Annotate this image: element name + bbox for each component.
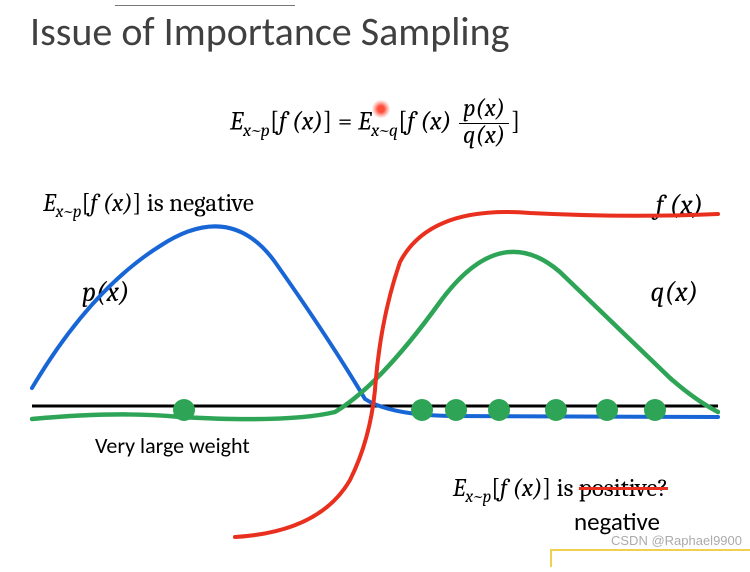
slide: Issue of Importance Sampling Ex~p[f (x)]… [0,0,750,572]
sample-dot [596,399,618,421]
lbl2-fx: f (x) [500,474,542,503]
eq-E1: E [230,107,243,137]
eq-bo1: [ [270,107,279,137]
slide-title: Issue of Importance Sampling [30,10,720,54]
lbl2-is: is [551,474,579,503]
lbl2-bc: ] [542,474,551,503]
laser-pointer-icon [372,100,390,118]
eq-sub-p: x~p [243,120,270,141]
sample-dot [173,399,195,421]
sample-dot [488,399,510,421]
eq-eq: = [332,107,358,137]
lbl2-bo: [ [491,474,500,503]
eq-bc1: ] [323,107,332,137]
eq-frac-num: p(x) [459,97,509,124]
eq-bc2: ] [511,107,520,137]
eq-frac-den: q(x) [459,124,509,150]
watermark: CSDN @Raphael9900 [611,533,742,548]
sample-dot [445,399,467,421]
crop-box [550,549,750,567]
eq-bo2: [ [398,107,407,137]
eq-sub-q: x~q [371,120,398,141]
eq-fx1: f (x) [279,107,323,137]
sample-dot [545,399,567,421]
eq-fraction: p(x) q(x) [459,97,509,150]
eq-fx2: f (x) [407,107,451,137]
lbl2-sub: x~p [465,487,491,507]
sample-dot [411,399,433,421]
eq-E2: E [358,107,371,137]
lbl2-E: E [453,474,466,503]
title-underline [115,5,295,6]
sample-dot [644,399,666,421]
lbl2-pos: positive? [579,474,668,503]
label-very-large-weight: Very large weight [95,432,250,459]
label-is-positive: Ex~p[f (x)] is positive? [453,474,668,507]
